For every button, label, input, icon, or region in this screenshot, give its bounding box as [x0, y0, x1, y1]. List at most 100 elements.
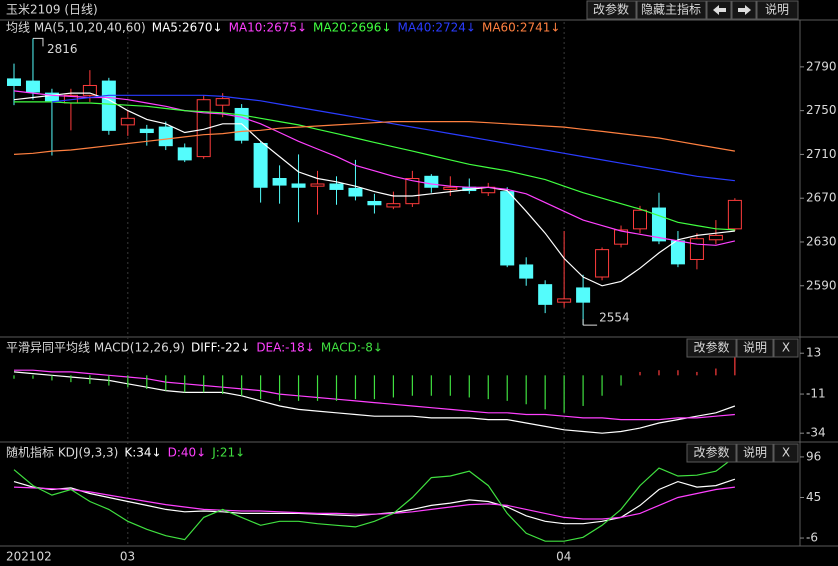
button-label: X: [782, 341, 790, 355]
button-label: 改参数: [693, 340, 729, 355]
y-tick-label: 2630: [806, 234, 837, 248]
candle-body: [443, 186, 458, 190]
candle-body: [708, 234, 723, 241]
candle-body: [633, 209, 648, 230]
legend-entry: MA60:2741↓: [482, 21, 560, 35]
button[interactable]: X: [773, 443, 799, 463]
legend-entry: DEA:-18↓: [256, 341, 315, 355]
y-tick-label: 2590: [806, 278, 837, 292]
indicator-line: [51, 94, 735, 182]
button-frame: [686, 338, 737, 358]
candle-body: [576, 287, 591, 303]
button-label: 说明: [765, 2, 789, 17]
candle-body: [329, 183, 344, 190]
candle-body: [689, 238, 704, 260]
y-tick-label: -11: [806, 387, 826, 401]
button-label: 改参数: [693, 445, 729, 460]
x-tick-label: 04: [556, 550, 571, 564]
candle-body: [215, 98, 230, 106]
candle-body: [367, 200, 382, 206]
legend-entry: J:21↓: [211, 446, 245, 460]
candle-body: [158, 126, 173, 147]
main-buttons: 改参数 隐藏主指标 说明: [586, 0, 799, 20]
button[interactable]: 说明: [736, 338, 774, 358]
button[interactable]: 说明: [756, 0, 799, 20]
button-frame: [773, 338, 799, 358]
y-tick-label: 45: [806, 490, 821, 504]
legend-entry: MA5:2670↓: [152, 21, 223, 35]
button-label: 隐藏主指标: [641, 2, 701, 17]
candle-body: [139, 128, 154, 134]
candle-body: [101, 80, 116, 131]
y-tick-label: 2750: [806, 103, 837, 117]
legend-entry: MACD:-8↓: [321, 341, 383, 355]
indicator-line: [13, 90, 736, 246]
legend-entry: DIFF:-22↓: [191, 341, 250, 355]
button[interactable]: 隐藏主指标: [636, 0, 707, 20]
button[interactable]: 改参数: [586, 0, 637, 20]
panel-title: 随机指标 KDJ(9,3,3): [6, 445, 118, 460]
high-marker-line: [32, 37, 44, 47]
candle-body: [424, 175, 439, 188]
y-tick-label: 2710: [806, 147, 837, 161]
indicator-line: [13, 92, 735, 287]
candle-body: [670, 240, 685, 265]
panel-title: 平滑异同平均线 MACD(12,26,9): [6, 341, 185, 355]
candle-body: [7, 78, 21, 86]
button-frame: [736, 338, 774, 358]
indicator-line: [13, 456, 736, 542]
indicator-line: [13, 121, 735, 155]
candle-body: [272, 178, 287, 186]
button-label: X: [782, 446, 790, 460]
y-tick-label: 2790: [806, 59, 837, 73]
button-label: 改参数: [593, 2, 629, 17]
candle-body: [500, 191, 515, 266]
y-tick-label: -6: [806, 531, 818, 545]
indicator-line: [14, 369, 735, 421]
candle-body: [310, 183, 325, 187]
x-tick-label: 03: [120, 550, 135, 564]
candle-body: [557, 298, 572, 303]
button[interactable]: 说明: [736, 443, 774, 463]
candle-body: [291, 183, 306, 188]
candle-body: [651, 207, 666, 242]
candle-body: [386, 203, 401, 208]
candle-body: [614, 229, 629, 245]
button-label: 说明: [743, 445, 767, 460]
candle-body: [44, 92, 59, 102]
panel-title: 均线 MA(5,10,20,40,60): [6, 21, 146, 35]
high-label: 2816: [47, 42, 78, 56]
candle-body: [595, 249, 610, 278]
button[interactable]: X: [773, 338, 799, 358]
y-tick-label: 96: [806, 449, 821, 463]
candle-body: [519, 264, 534, 279]
button[interactable]: 改参数: [686, 443, 737, 463]
button-frame: [736, 443, 774, 463]
y-tick-label: 13: [806, 346, 821, 360]
button[interactable]: 改参数: [686, 338, 737, 358]
button-frame: [773, 443, 799, 463]
legend-entry: K:34↓: [124, 446, 161, 460]
next-button[interactable]: [731, 0, 757, 20]
candle-body: [196, 99, 211, 158]
arrow-right-icon: [738, 5, 751, 15]
legend-entry: MA10:2675↓: [229, 21, 307, 35]
low-marker-line: [582, 319, 598, 326]
y-tick-label: -34: [806, 426, 826, 440]
candle-body: [253, 142, 268, 188]
button-label: 说明: [743, 340, 767, 355]
legend-entry: D:40↓: [168, 446, 207, 460]
low-label: 2554: [599, 311, 630, 325]
indicator-line: [13, 486, 735, 520]
chart-title: 玉米2109 (日线): [6, 3, 98, 17]
arrow-left-icon: [713, 5, 726, 15]
legend-entry: MA20:2696↓: [313, 21, 391, 35]
legend-entry: MA40:2724↓: [398, 21, 476, 35]
candle-body: [177, 147, 192, 161]
prev-button[interactable]: [706, 0, 732, 20]
candle-body: [538, 284, 553, 305]
candle-body: [120, 117, 135, 126]
